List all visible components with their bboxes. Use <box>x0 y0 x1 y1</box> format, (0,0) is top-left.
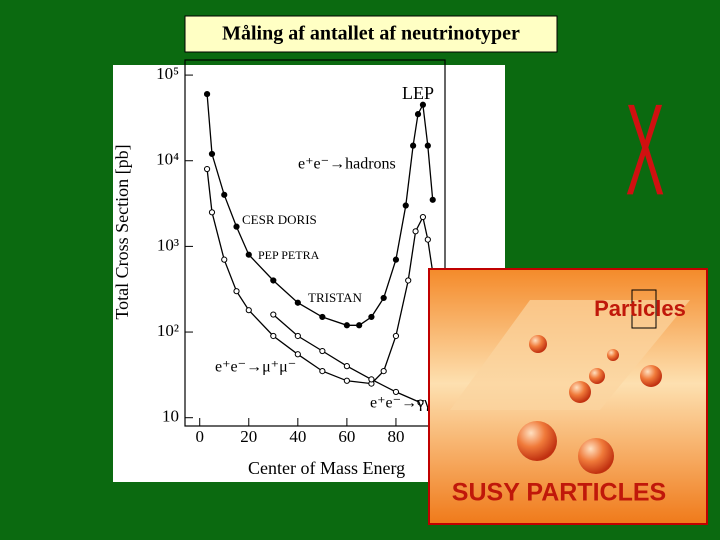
sphere <box>529 335 547 353</box>
cross-mark: X <box>625 78 664 222</box>
data-point <box>319 367 326 375</box>
annotation: TRISTAN <box>308 290 362 305</box>
y-tick-label: 10⁵ <box>156 64 179 83</box>
data-point <box>419 213 427 221</box>
data-point <box>294 299 301 306</box>
data-point <box>294 351 301 358</box>
data-point <box>405 277 412 284</box>
y-axis-label: Total Cross Section [pb] <box>112 144 132 319</box>
data-point <box>208 150 216 158</box>
x-tick-label: 80 <box>387 427 404 446</box>
series-label: e⁺e⁻→μ⁺μ⁻ <box>215 359 296 376</box>
overlay-title: Particles <box>594 296 686 321</box>
data-point <box>270 332 277 340</box>
data-point <box>208 209 216 216</box>
y-tick-label: 10⁴ <box>156 150 179 169</box>
series-label: e⁺e⁻→γγ <box>370 395 431 412</box>
data-point <box>356 322 363 329</box>
x-axis-label: Center of Mass Energ <box>248 458 405 478</box>
data-point <box>417 399 424 406</box>
data-point <box>245 307 252 314</box>
data-point <box>380 294 387 302</box>
data-point <box>412 228 419 235</box>
data-point <box>419 101 427 108</box>
stage <box>450 300 690 410</box>
data-point <box>414 111 422 118</box>
data-point <box>368 313 375 321</box>
data-point <box>402 202 409 209</box>
overlay-image: Particles SUSY PARTICLES <box>428 268 708 525</box>
x-tick-label: 40 <box>289 427 306 446</box>
title-box <box>184 15 558 53</box>
overlay-caption: SUSY PARTICLES <box>452 479 666 507</box>
data-point <box>319 313 326 321</box>
sphere <box>607 349 619 361</box>
sphere <box>569 381 591 403</box>
annotation: LEP <box>402 83 434 103</box>
y-tick-label: 10³ <box>157 235 179 254</box>
sphere <box>589 368 605 384</box>
data-point <box>233 223 240 230</box>
data-point <box>424 236 431 243</box>
annotation: PEP PETRA <box>258 248 320 262</box>
data-point <box>203 90 211 98</box>
data-point <box>368 376 375 383</box>
data-point <box>410 142 417 149</box>
sphere <box>640 365 662 387</box>
annotation: CESR DORIS <box>242 212 317 227</box>
data-point <box>203 165 211 173</box>
data-point <box>343 322 350 329</box>
sphere <box>578 438 614 474</box>
data-point <box>392 332 400 340</box>
data-point <box>343 377 350 384</box>
y-tick-label: 10 <box>162 407 179 426</box>
data-point <box>294 332 301 340</box>
sphere <box>517 421 557 461</box>
data-point <box>270 277 277 284</box>
plot: 10 10² 10³ 10⁴ 10⁵ 0 20 40 60 80 Center of Mass En… <box>112 59 446 478</box>
series-label: e⁺e⁻→hadrons <box>298 156 396 173</box>
y-tick-label: 10² <box>157 321 179 340</box>
data-point <box>221 191 228 198</box>
plot-frame <box>184 59 446 427</box>
data-point <box>380 367 387 375</box>
data-point <box>270 311 277 318</box>
data-point <box>392 388 400 396</box>
data-point <box>221 256 228 263</box>
data-point <box>343 363 350 370</box>
data-point <box>233 288 240 295</box>
x-tick-label: 0 <box>195 427 204 446</box>
data-point <box>392 256 400 263</box>
x-tick-label: 20 <box>240 427 257 446</box>
data-point <box>245 251 252 258</box>
x-tick-label: 60 <box>338 427 355 446</box>
slide-title: Måling af antallet af neutrinotyper <box>222 23 520 45</box>
data-point <box>319 347 326 355</box>
data-point <box>429 196 436 203</box>
glyph-box <box>631 289 657 329</box>
data-point <box>424 142 431 149</box>
